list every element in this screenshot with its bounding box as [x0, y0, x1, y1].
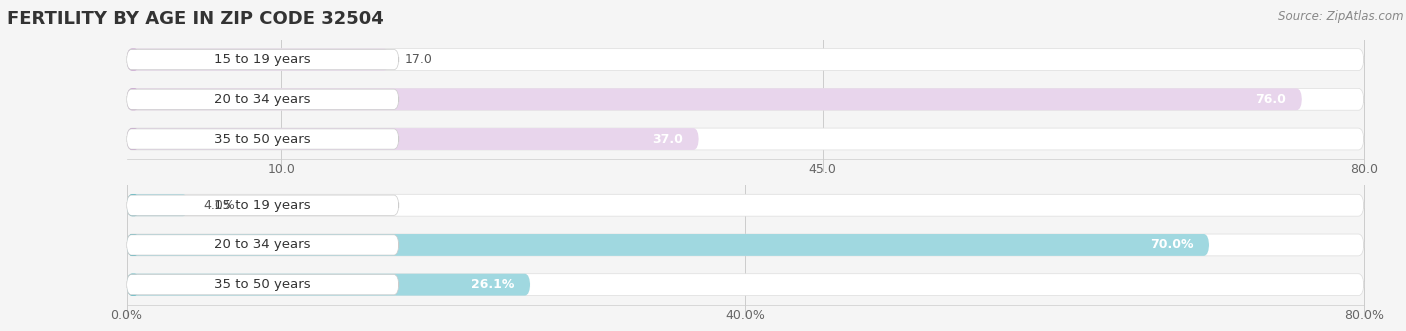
FancyBboxPatch shape — [127, 88, 141, 110]
Text: 20 to 34 years: 20 to 34 years — [214, 93, 311, 106]
Text: 15 to 19 years: 15 to 19 years — [214, 53, 311, 66]
FancyBboxPatch shape — [127, 128, 699, 150]
FancyBboxPatch shape — [127, 88, 1364, 110]
FancyBboxPatch shape — [127, 234, 141, 256]
Text: 15 to 19 years: 15 to 19 years — [214, 199, 311, 212]
FancyBboxPatch shape — [127, 274, 1364, 296]
FancyBboxPatch shape — [127, 49, 1364, 71]
Text: 37.0: 37.0 — [652, 132, 683, 146]
FancyBboxPatch shape — [127, 194, 141, 216]
Text: 20 to 34 years: 20 to 34 years — [214, 238, 311, 252]
Text: 35 to 50 years: 35 to 50 years — [214, 278, 311, 291]
FancyBboxPatch shape — [127, 129, 399, 149]
FancyBboxPatch shape — [127, 274, 399, 295]
FancyBboxPatch shape — [127, 128, 141, 150]
FancyBboxPatch shape — [127, 49, 399, 70]
Text: Source: ZipAtlas.com: Source: ZipAtlas.com — [1278, 10, 1403, 23]
Text: 76.0: 76.0 — [1256, 93, 1286, 106]
Text: 26.1%: 26.1% — [471, 278, 515, 291]
FancyBboxPatch shape — [127, 274, 530, 296]
Text: FERTILITY BY AGE IN ZIP CODE 32504: FERTILITY BY AGE IN ZIP CODE 32504 — [7, 10, 384, 28]
Text: 35 to 50 years: 35 to 50 years — [214, 132, 311, 146]
FancyBboxPatch shape — [127, 234, 1209, 256]
FancyBboxPatch shape — [127, 88, 1302, 110]
FancyBboxPatch shape — [127, 274, 141, 296]
FancyBboxPatch shape — [127, 49, 141, 71]
Text: 17.0: 17.0 — [405, 53, 433, 66]
FancyBboxPatch shape — [127, 194, 188, 216]
FancyBboxPatch shape — [127, 194, 1364, 216]
FancyBboxPatch shape — [127, 89, 399, 110]
FancyBboxPatch shape — [127, 128, 1364, 150]
FancyBboxPatch shape — [127, 195, 399, 215]
Text: 70.0%: 70.0% — [1150, 238, 1194, 252]
FancyBboxPatch shape — [127, 235, 399, 255]
FancyBboxPatch shape — [127, 49, 389, 71]
Text: 4.0%: 4.0% — [204, 199, 236, 212]
FancyBboxPatch shape — [127, 234, 1364, 256]
